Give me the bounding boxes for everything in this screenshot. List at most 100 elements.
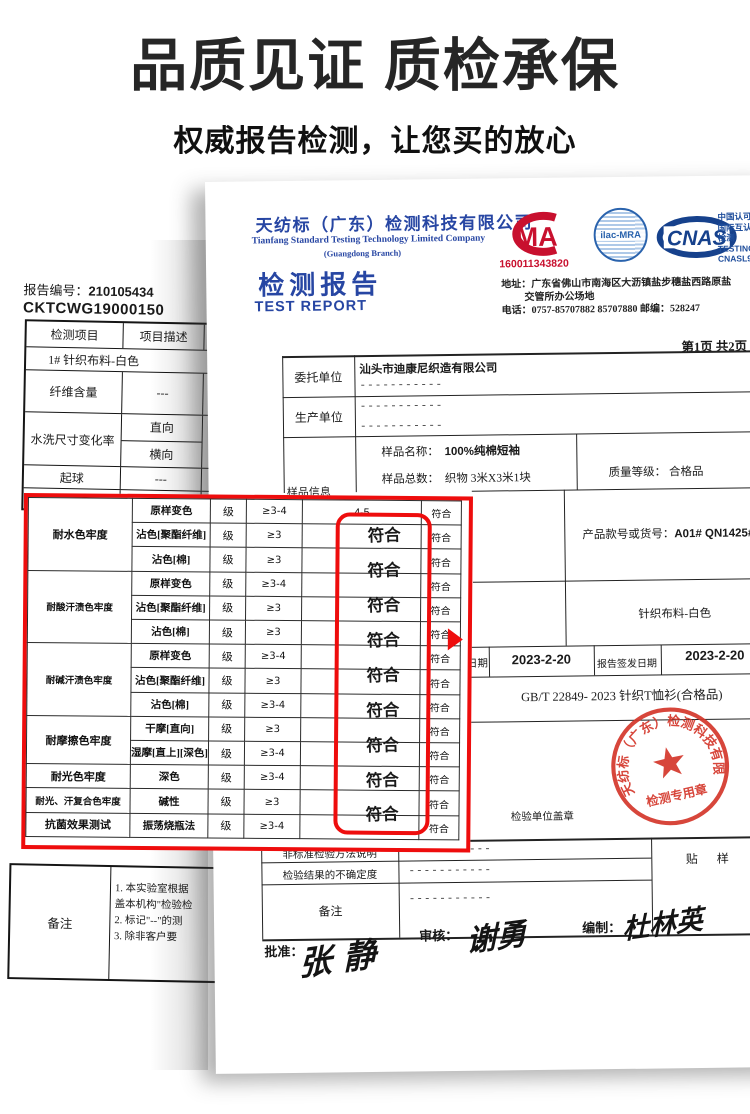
- report-number-label: 报告编号：: [23, 282, 89, 299]
- highlight-overlay-box: 耐水色牢度 原样变色级 ≥3-4 4-5 符合 沾色[聚酯纤维] 级 ≥3 符合 沾色[棉] 级 ≥3…: [21, 493, 474, 853]
- issue-date-label: 报告签发日期: [596, 658, 657, 671]
- prepare-signature: 杜林英: [622, 903, 704, 946]
- grade-label: 质量等级：: [608, 466, 667, 480]
- pass-item: 符合: [365, 735, 399, 755]
- phone-line: 电话：0757-85707882 85707880 邮编：528247: [501, 302, 700, 317]
- test-sub-item: 干摩[直向]: [130, 716, 209, 741]
- unit-cell: 级: [209, 595, 246, 621]
- dash-value: -----------: [408, 892, 493, 906]
- stamp-star-icon: [653, 747, 684, 779]
- client-value: 汕头市迪康尼织造有限公司: [359, 362, 498, 377]
- table-line: [282, 391, 750, 399]
- product-no-line: 产品款号或货号：A01# QN1425#: [582, 524, 750, 542]
- product-no-value: A01# QN1425#: [674, 527, 750, 541]
- accred-line: CNASL9: [717, 253, 750, 264]
- pass-item: 符合: [366, 560, 401, 581]
- pass-item: 符合: [365, 665, 400, 686]
- fiber-value: ---: [122, 372, 204, 415]
- pilling-label: 起球: [23, 465, 122, 490]
- wash-dir-1: 直向: [121, 414, 203, 443]
- prepare-label: 编制：: [582, 919, 622, 936]
- review-signature: 谢勇: [466, 916, 527, 960]
- remark-label: 备注: [9, 865, 112, 980]
- table-line: [283, 431, 750, 439]
- table-line: [576, 433, 578, 490]
- pilling-value: ---: [120, 467, 203, 491]
- svg-text:MA: MA: [516, 222, 558, 253]
- unit-cell: 级: [209, 619, 246, 645]
- unit-cell: 级: [210, 498, 247, 524]
- dash-value: -----------: [408, 864, 493, 878]
- wash-dir-2: 横向: [149, 447, 174, 462]
- unit-cell: 级: [208, 716, 245, 742]
- accred-line: 中国认可: [717, 211, 750, 222]
- svg-text:CNAS: CNAS: [667, 227, 727, 251]
- sample-name-label: 样品名称：: [381, 446, 439, 459]
- dash-value: -----------: [359, 379, 444, 393]
- pass-item: 符合: [366, 630, 400, 651]
- test-sub-item: 沾色[棉]: [131, 619, 210, 645]
- test-sub-item: 原样变色: [132, 498, 211, 524]
- front-report-sheet: 天纺标（广东）检测科技有限公司 Tianfang Standard Testin…: [205, 174, 750, 1074]
- test-sub-item: 沾色[棉]: [130, 691, 209, 717]
- standard-cell: ≥3: [245, 547, 303, 573]
- standard-cell: ≥3: [244, 717, 301, 742]
- report-number-line: 报告编号：210105434: [23, 279, 153, 300]
- accred-line: 检测: [717, 232, 735, 243]
- sample-qty-label: 样品总数：: [381, 473, 440, 486]
- banner-subtitle: 权威报告检测，让您买的放心: [173, 125, 577, 158]
- report-title-cn: 检测报告: [258, 269, 383, 301]
- cnas-logo-icon: CNAS: [656, 215, 737, 259]
- client-label: 委托单位: [294, 370, 343, 385]
- grade-line: 质量等级： 合格品: [608, 463, 704, 480]
- unit-cell: 级: [208, 668, 246, 693]
- unit-cell: 级: [210, 523, 247, 548]
- sample-date-value: 2023-2-20: [511, 651, 572, 668]
- dash-value: -----------: [359, 420, 444, 434]
- pass-item: 符合: [365, 769, 399, 790]
- ilac-label: ilac-MRA: [595, 229, 646, 241]
- accred-line: TESTING: [717, 242, 750, 254]
- accred-line: 国际互认: [717, 221, 750, 233]
- standard-cell: ≥3: [245, 620, 302, 645]
- col-header-item: 检测项目: [26, 321, 124, 349]
- stamp-center-text: 检测专用章: [645, 781, 709, 809]
- seal-cell-label: 检验单位盖章: [510, 811, 574, 824]
- sample-qty-value: 织物 3米X3米1块: [444, 472, 531, 486]
- test-sub-item: 深色: [130, 764, 209, 790]
- unit-cell: 级: [209, 571, 246, 597]
- standard-cell: ≥3-4: [245, 571, 302, 597]
- test-item-name: 耐水色牢度: [27, 497, 133, 571]
- banner-title: 品质见证 质检承保: [130, 34, 620, 98]
- test-item-name: 耐光色牢度: [26, 763, 131, 789]
- standard-cell: ≥3: [246, 523, 303, 549]
- table-line: [593, 645, 596, 676]
- test-sub-item: 沾色[聚酯纤维]: [130, 667, 210, 693]
- sample-name-line: 样品名称： 100%纯棉短袖: [381, 442, 520, 460]
- report-code: CKTCWG19000150: [22, 299, 165, 319]
- issue-date-value: 2023-2-20: [685, 647, 745, 664]
- sample-name-value: 100%纯棉短袖: [444, 445, 521, 459]
- accreditation-text: 中国认可 国际互认 检测 TESTING CNASL9: [717, 211, 750, 264]
- unit-cell: 级: [209, 644, 246, 669]
- report-number: 210105434: [88, 283, 154, 300]
- table-line: [472, 578, 750, 583]
- test-item-name: 耐光、汗复合色牢度: [25, 787, 131, 813]
- test-sub-item: 碱性: [129, 788, 209, 814]
- wash-label: 水洗尺寸变化率: [24, 412, 123, 467]
- standard-cell: ≥3: [244, 668, 302, 694]
- product-no-label: 产品款号或货号：: [582, 528, 675, 542]
- standard-cell: ≥3-4: [246, 499, 303, 524]
- approve-signature: 张 静: [298, 934, 377, 984]
- pass-item: 符合: [364, 804, 399, 825]
- footer-label-2: 检验结果的不确定度: [282, 869, 378, 883]
- test-sub-item: 原样变色: [131, 570, 210, 596]
- company-branch: (Guangdong Branch): [323, 247, 402, 259]
- unit-cell: 级: [207, 789, 245, 814]
- dash-value: -----------: [359, 400, 444, 414]
- unit-cell: 级: [207, 813, 244, 839]
- company-name-en: Tianfang Standard Testing Technology Lim…: [251, 233, 486, 247]
- material-value: 针织布料-白色: [638, 607, 712, 621]
- footer-label-3: 备注: [318, 904, 343, 919]
